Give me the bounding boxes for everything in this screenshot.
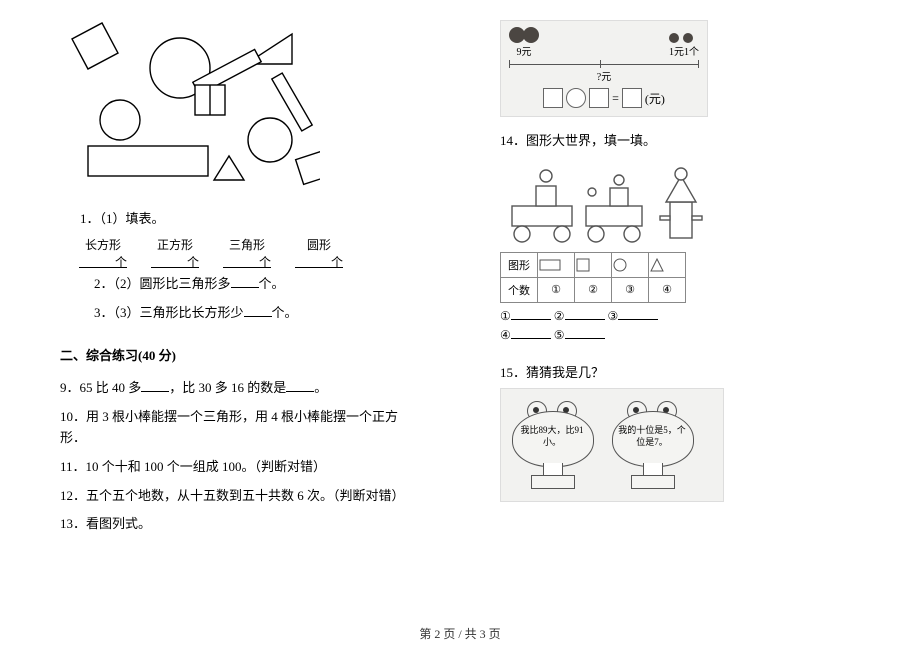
cell-1: ①: [538, 277, 575, 302]
q1-shapes-figure: [60, 20, 320, 195]
q15: 15．猜猜我是几？: [500, 363, 860, 384]
eq-unit: (元): [645, 90, 665, 107]
q13: 13．看图列式。: [60, 514, 420, 535]
tbl-r1-label: 图形: [501, 252, 538, 277]
q14-figure: 图形 个数 ① ② ③ ④ ① ② ③ ④ ⑤: [500, 162, 860, 349]
th-rect: 长方形: [85, 236, 121, 253]
page-footer: 第 2 页 / 共 3 页: [0, 625, 920, 642]
th-tri: 三角形: [229, 236, 265, 253]
shape-square-icon: [575, 252, 612, 277]
q9: 9．65 比 40 多，比 30 多 16 的数是。: [60, 378, 420, 399]
eq-box1: [543, 88, 563, 108]
shape-triangle-icon: [649, 252, 686, 277]
td-rect: 个: [79, 253, 127, 268]
q11: 11．10 个十和 100 个一组成 100。（判断对错）: [60, 457, 420, 478]
th-square: 正方形: [157, 236, 193, 253]
eq-op: [566, 88, 586, 108]
q13-right-price: 1元1个: [669, 43, 699, 58]
section2-title: 二、综合练习(40 分): [60, 345, 420, 364]
th-circle: 圆形: [307, 236, 331, 253]
frog-left-text: 我比89大，比91小。: [517, 425, 587, 448]
q14-answers: ① ② ③ ④ ⑤: [500, 307, 860, 345]
q15-figure: 我比89大，比91小。 我的十位是5，个位是7。: [500, 388, 724, 502]
eq-box3: [622, 88, 642, 108]
q13-total: ?元: [509, 68, 699, 83]
td-tri: 个: [223, 253, 271, 268]
q12: 12．五个五个地数，从十五数到五十共数 6 次。（判断对错）: [60, 486, 420, 507]
eq-box2: [589, 88, 609, 108]
cell-2: ②: [575, 277, 612, 302]
td-circle: 个: [295, 253, 343, 268]
cell-3: ③: [612, 277, 649, 302]
shape-rect-icon: [538, 252, 575, 277]
q13-left-price: 9元: [509, 43, 539, 58]
frog-left: 我比89大，比91小。: [507, 395, 597, 495]
q13-figure: 9元 1元1个 ?元 = (元): [500, 20, 708, 117]
td-square: 个: [151, 253, 199, 268]
frog-right-text: 我的十位是5，个位是7。: [617, 425, 687, 448]
q1-table: 长方形 个 正方形 个 三角形 个 圆形 个: [74, 236, 420, 268]
q1-label: 1．（1）填表。: [80, 209, 420, 230]
q14-table: 图形 个数 ① ② ③ ④: [500, 252, 686, 303]
frog-right: 我的十位是5，个位是7。: [607, 395, 697, 495]
q3: 3．（3）三角形比长方形少个。: [94, 303, 420, 324]
q10: 10．用 3 根小棒能摆一个三角形，用 4 根小棒能摆一个正方形．: [60, 407, 420, 449]
q2: 2．（2）圆形比三角形多个。: [94, 274, 420, 295]
tbl-r2-label: 个数: [501, 277, 538, 302]
cell-4: ④: [649, 277, 686, 302]
q14: 14．图形大世界，填一填。: [500, 131, 860, 152]
shape-circle-icon: [612, 252, 649, 277]
